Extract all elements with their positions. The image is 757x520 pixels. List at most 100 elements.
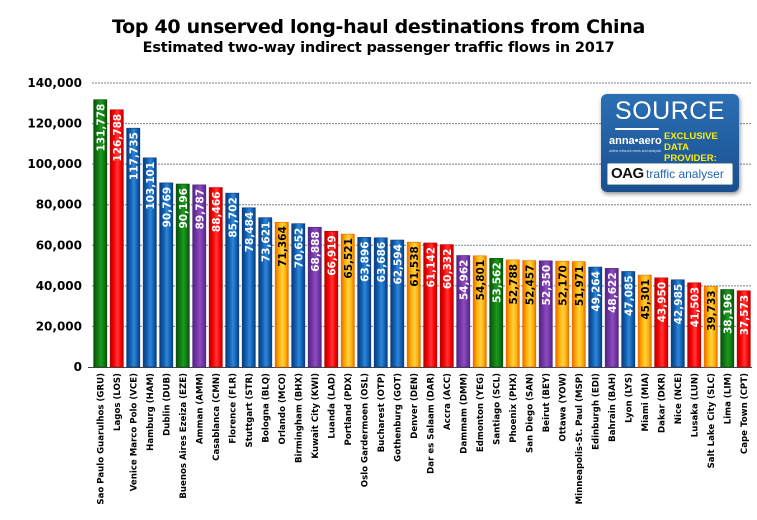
bar bbox=[423, 242, 438, 368]
bar-value-label: 48,622 bbox=[607, 272, 619, 313]
bar bbox=[225, 192, 240, 368]
x-tick-label: Buenos Aires Ezeiza (EZE) bbox=[179, 373, 189, 499]
x-tick-label: Gothenburg (GOT) bbox=[393, 373, 403, 462]
bar bbox=[258, 217, 273, 368]
source-badge: SOURCE anna•aero airline network news an… bbox=[601, 94, 739, 192]
x-tick-label: Amman (AMM) bbox=[195, 373, 205, 444]
bars bbox=[93, 99, 751, 368]
bar bbox=[175, 183, 190, 368]
plane-icon bbox=[615, 128, 659, 130]
bar-value-label: 66,919 bbox=[326, 235, 338, 276]
bar bbox=[439, 244, 454, 368]
x-tick-label: Casablanca (CMN) bbox=[212, 373, 222, 461]
bar bbox=[208, 187, 223, 368]
x-tick-label: Portland (PDX) bbox=[344, 373, 354, 446]
x-tick-label: Dammam (DMM) bbox=[459, 373, 469, 454]
bar-value-label: 63,686 bbox=[376, 242, 388, 283]
x-tick-label: Dakar (DKR) bbox=[657, 373, 667, 433]
bar-value-label: 63,896 bbox=[359, 241, 371, 282]
x-tick-label: Bucharest (OTP) bbox=[377, 373, 387, 452]
x-tick-label: Accra (ACC) bbox=[443, 373, 453, 430]
x-tick-label: Venice Marco Polo (VCE) bbox=[129, 373, 139, 491]
bar bbox=[126, 127, 141, 368]
bar-value-label: 78,484 bbox=[244, 212, 256, 253]
bar-value-label: 47,085 bbox=[623, 275, 635, 316]
x-tick-label: Denver (DEN) bbox=[410, 373, 420, 439]
oag-traffic-analyser-text: traffic analyser bbox=[646, 167, 724, 181]
bar bbox=[241, 207, 256, 368]
bar bbox=[604, 268, 619, 368]
bar-value-label: 52,457 bbox=[524, 265, 536, 306]
bar-value-label: 73,621 bbox=[260, 222, 272, 263]
bar-value-label: 90,769 bbox=[161, 187, 173, 228]
bar bbox=[357, 237, 372, 368]
bar bbox=[340, 233, 355, 368]
bar bbox=[489, 258, 504, 368]
y-tick-label: 100,000 bbox=[27, 157, 82, 171]
x-tick-label: Hamburg (HAM) bbox=[146, 373, 156, 451]
bar-value-label: 38,196 bbox=[722, 294, 734, 335]
y-axis-ticks: 0 20,000 40,000 60,000 80,000 100,000 120,000 1… bbox=[27, 76, 82, 374]
bar bbox=[522, 260, 537, 368]
exclusive-line-1: EXCLUSIVE bbox=[664, 131, 718, 142]
exclusive-line-2: DATA PROVIDER: bbox=[664, 142, 717, 164]
bar-value-label: 90,196 bbox=[178, 188, 190, 229]
bar bbox=[274, 221, 289, 368]
bar bbox=[637, 274, 652, 368]
bar bbox=[406, 241, 421, 368]
bar-value-label: 61,142 bbox=[425, 247, 437, 288]
bar bbox=[555, 260, 570, 368]
x-tick-label: Lusaka (LUN) bbox=[690, 373, 700, 437]
bar bbox=[720, 289, 735, 368]
x-tick-label: Stuttgart (STR) bbox=[245, 373, 255, 448]
x-tick-label: Phoenix (PHX) bbox=[509, 373, 519, 443]
bar bbox=[538, 260, 553, 368]
y-tick-label: 0 bbox=[74, 360, 82, 374]
x-tick-label: Oslo Gardermoen (OSL) bbox=[360, 373, 370, 487]
x-tick-label: Birmingham (BHX) bbox=[294, 373, 304, 463]
bar bbox=[621, 271, 636, 368]
x-tick-label: Dublin (DUB) bbox=[162, 373, 172, 436]
bar-value-label: 54,962 bbox=[458, 260, 470, 301]
bar-value-label: 68,888 bbox=[310, 231, 322, 272]
exclusive-provider-text: EXCLUSIVE DATA PROVIDER: bbox=[664, 131, 739, 164]
bar bbox=[736, 290, 751, 368]
bar bbox=[159, 182, 174, 368]
x-tick-label: Bologna (BLQ) bbox=[261, 373, 271, 443]
bar-value-label: 61,538 bbox=[409, 246, 421, 287]
bar-value-label: 126,788 bbox=[112, 114, 124, 162]
bar bbox=[703, 286, 718, 368]
x-tick-label: Beirut (BEY) bbox=[542, 373, 552, 432]
bar-value-label: 39,733 bbox=[706, 290, 718, 331]
y-tick-label: 140,000 bbox=[27, 76, 82, 90]
bar bbox=[456, 255, 471, 368]
bar-value-label: 65,521 bbox=[343, 238, 355, 279]
bar bbox=[571, 261, 586, 368]
bar bbox=[109, 109, 124, 368]
x-tick-label: Santiago (SCL) bbox=[492, 373, 502, 445]
x-tick-label: Edmonton (YEG) bbox=[476, 373, 486, 452]
bar bbox=[373, 237, 388, 368]
bar-value-label: 117,735 bbox=[128, 132, 140, 180]
bar bbox=[324, 230, 339, 368]
bar-value-label: 103,101 bbox=[145, 162, 157, 210]
bar-value-label: 131,778 bbox=[95, 104, 107, 152]
x-tick-label: Dar es Salaam (DAR) bbox=[426, 373, 436, 474]
badge-source-text: SOURCE bbox=[615, 97, 725, 125]
bar-value-label: 70,652 bbox=[293, 228, 305, 269]
x-tick-label: Edinburgh (EDI) bbox=[591, 373, 601, 450]
x-tick-label: Salt Lake City (SLC) bbox=[707, 373, 717, 468]
value-labels: 131,778 126,788 117,735 103,101 90,769 90,196… bbox=[95, 104, 751, 336]
bar-value-label: 71,364 bbox=[277, 226, 289, 267]
chart-title: Top 40 unserved long-haul destinations f… bbox=[111, 16, 646, 38]
x-tick-label: Orlando (MCO) bbox=[278, 373, 288, 445]
bar-value-label: 54,801 bbox=[475, 260, 487, 301]
bar-value-label: 85,702 bbox=[227, 197, 239, 238]
oag-logo-box: OAG traffic analyser bbox=[607, 163, 733, 185]
bar bbox=[472, 255, 487, 368]
bar bbox=[93, 99, 108, 368]
x-tick-label: Luanda (LAD) bbox=[327, 373, 337, 439]
y-tick-label: 120,000 bbox=[27, 117, 82, 131]
bar-value-label: 49,264 bbox=[590, 271, 602, 312]
